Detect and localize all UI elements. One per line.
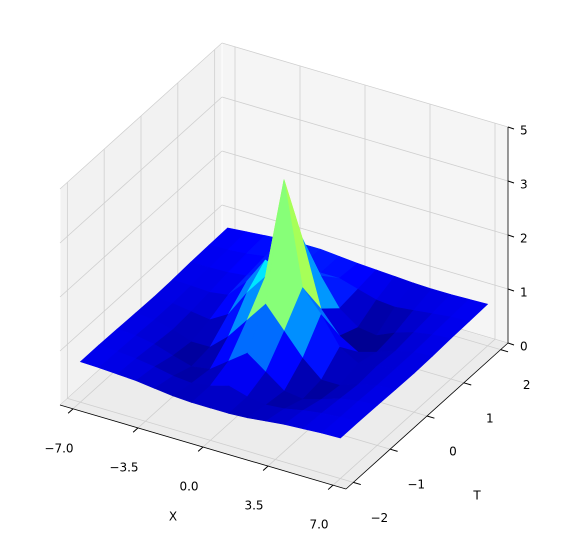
x-tick [67,408,74,414]
y-tick [500,349,509,353]
x-tick-label: −3.5 [109,460,138,474]
y-tick [426,415,435,419]
surface [79,179,489,439]
grid-line [221,96,509,182]
x-tick-label: −7.0 [44,441,73,455]
y-tick [353,481,361,486]
grid-line [59,150,223,298]
y-tick-label: −2 [371,511,389,525]
x-tick [197,446,204,452]
y-tick-label: −1 [407,478,425,492]
y-tick-label: 0 [449,445,457,459]
y-tick [463,382,472,386]
x-tick [262,465,269,471]
x-tick-label: 0.0 [179,480,198,494]
grid-line [221,42,509,128]
z-tick-label: 0 [520,340,528,354]
grid-line [221,204,509,290]
grid-line [67,397,354,483]
z-tick [507,288,515,292]
z-tick-label: 2 [520,232,528,246]
z-tick-label: 3 [520,178,528,192]
x-tick [327,484,334,490]
y-axis-line [345,342,509,490]
z-tick [507,180,515,184]
y-tick-label: 2 [523,378,531,392]
surface-patch [321,416,360,439]
x-axis-line [59,404,347,490]
x-tick-label: 3.5 [244,499,263,513]
grid-line [59,96,223,244]
z-tick [507,234,515,238]
y-tick [390,448,398,452]
grid-line [221,150,509,236]
z-tick [507,342,515,346]
x-axis-label: X [169,510,177,524]
x-tick-label: 7.0 [309,518,328,532]
z-tick [507,126,515,130]
grid-line [59,204,223,352]
z-tick-label: 1 [520,286,528,300]
x-tick [132,427,139,433]
grid-line [59,42,223,190]
y-tick-label: 1 [486,411,494,425]
axes: −7.0 −3.5 0.0 3.5 7.0 −2 −1 0 1 2 0 1 2 3 5 X T [44,124,530,532]
y-axis-label: T [472,489,481,503]
z-tick-label: 5 [520,124,528,138]
